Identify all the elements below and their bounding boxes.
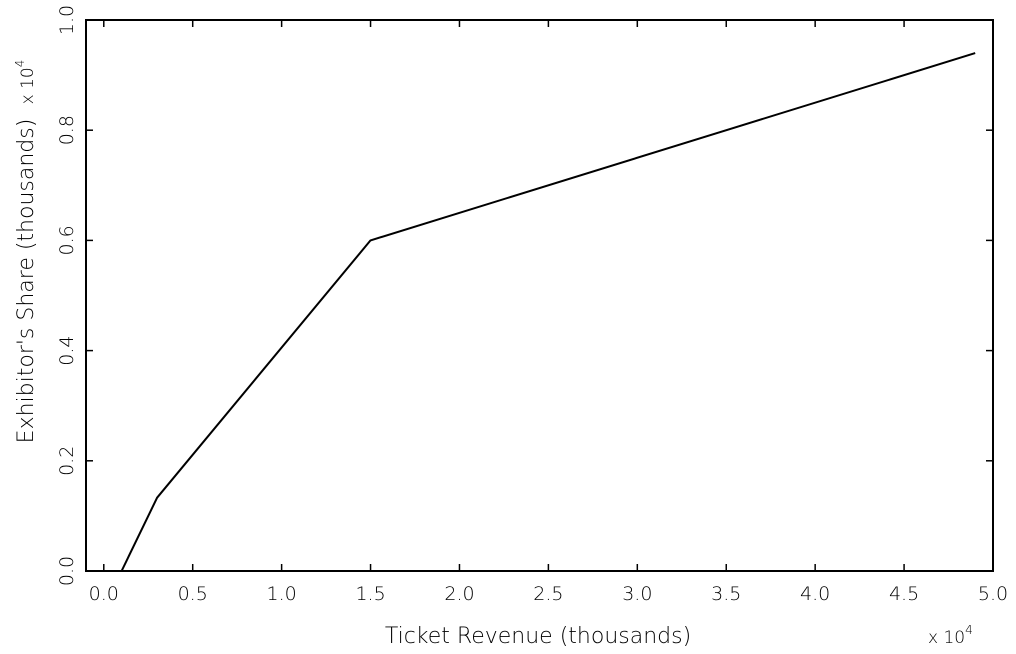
x-axis-multiplier-base: x 10 [928, 628, 965, 648]
x-tick-label: 4.5 [889, 583, 919, 605]
x-axis-multiplier: x 104 [928, 623, 973, 648]
x-axis-label: Ticket Revenue (thousands) [385, 624, 691, 649]
x-tick-labels: 0.0 0.5 1.0 1.5 2.0 2.5 3.0 3.5 4.0 4.5 5.0 [89, 583, 1008, 605]
x-tick-label: 4.0 [800, 583, 830, 605]
y-axis-label: Exhibitor's Share (thousands) [14, 119, 39, 444]
plot-frame [85, 19, 994, 572]
series-line [86, 52, 976, 572]
y-tick-label: 0.8 [56, 115, 78, 145]
y-tick-label: 0.6 [56, 225, 78, 255]
y-axis-multiplier: x 104 [13, 60, 38, 105]
y-axis-multiplier-base: x 10 [18, 67, 38, 104]
x-tick-label: 2.0 [444, 583, 474, 605]
y-tick-label: 1.0 [56, 5, 78, 35]
x-tick-label: 1.5 [355, 583, 385, 605]
x-tick-label: 0.0 [89, 583, 119, 605]
x-axis-multiplier-exponent: 4 [965, 623, 973, 637]
x-tick-label: 3.5 [711, 583, 741, 605]
y-tick-label: 0.0 [56, 556, 78, 586]
y-tick-label: 0.4 [56, 335, 78, 365]
y-tick-label: 0.2 [56, 446, 78, 476]
x-tick-label: 2.5 [533, 583, 563, 605]
y-ticks [86, 19, 993, 572]
y-axis-multiplier-exponent: 4 [13, 60, 27, 68]
x-tick-label: 0.5 [178, 583, 208, 605]
x-tick-label: 1.0 [267, 583, 297, 605]
x-tick-label: 3.0 [622, 583, 652, 605]
x-ticks [103, 20, 994, 571]
x-tick-label: 5.0 [978, 583, 1008, 605]
y-tick-labels: 0.0 0.2 0.4 0.6 0.8 1.0 [56, 5, 78, 586]
